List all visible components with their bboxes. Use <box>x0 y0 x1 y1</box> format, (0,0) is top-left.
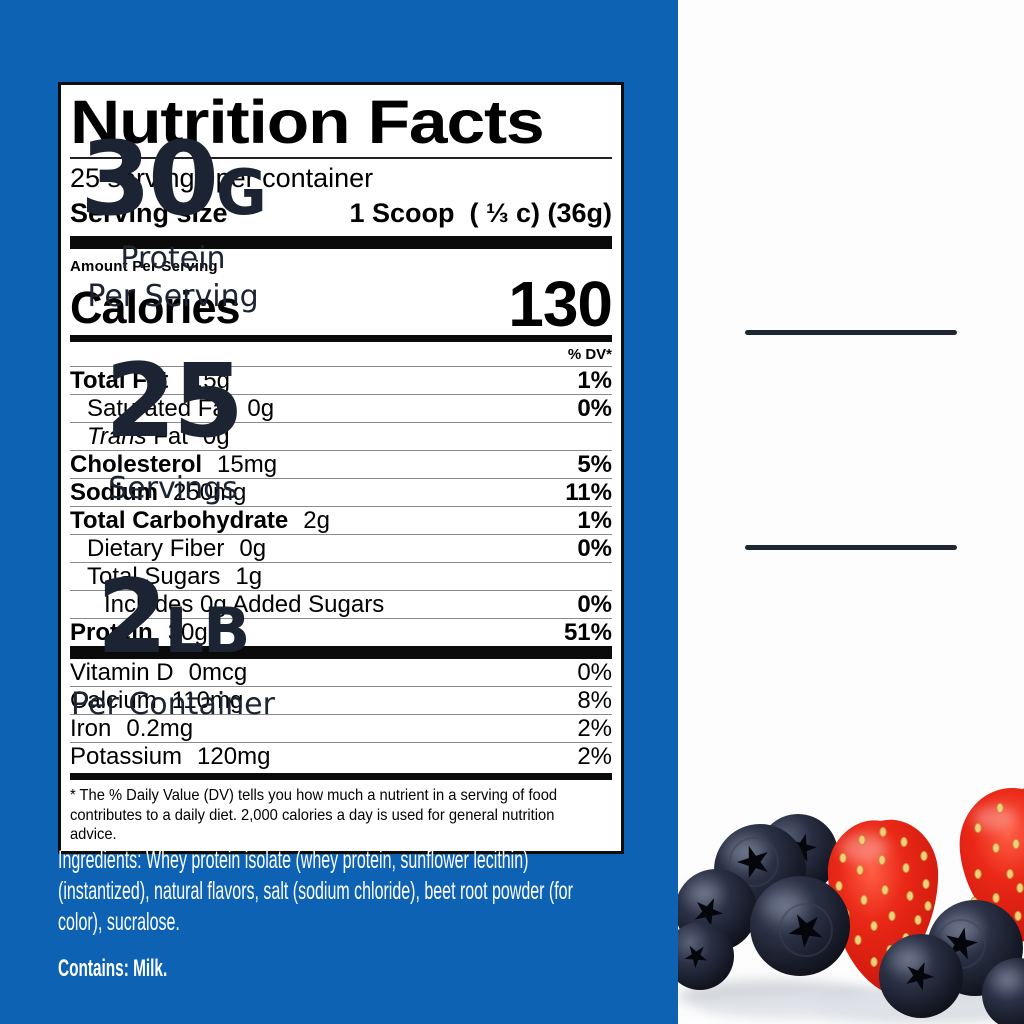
nutrient-row-trans-fat: Trans Fat 0g <box>70 422 612 450</box>
nutrient-dv: 51% <box>563 619 612 646</box>
vitamin-dv: 2% <box>577 715 612 742</box>
vitamin-name: Potassium <box>70 743 183 770</box>
serving-size-row: Serving size 1 Scoop ( ⅓ c) (36g) <box>70 196 612 230</box>
nutrient-dv: 0% <box>577 395 612 422</box>
vitamin-name: Vitamin D <box>70 659 174 686</box>
separator-bar-thick <box>70 236 612 249</box>
nutrient-row-total-fat: Total Fat 0.5g 1% <box>70 366 612 394</box>
stat-divider <box>745 545 957 550</box>
nutrient-row-added-sugars: Includes 0g Added Sugars 0% <box>70 590 612 618</box>
nutrient-row-total-sugars: Total Sugars 1g <box>70 562 612 590</box>
stat-unit: G <box>216 156 267 229</box>
nutrient-dv: 0% <box>577 535 612 562</box>
vitamin-amount: 0.2mg <box>126 715 194 742</box>
nutrient-amount: 0g <box>247 395 275 422</box>
nutrient-dv: 5% <box>577 451 612 478</box>
daily-value-header: % DV* <box>567 346 612 363</box>
nutrient-row-total-carbohydrate: Total Carbohydrate 2g 1% <box>70 506 612 534</box>
vitamin-amount: 0mcg <box>188 659 248 686</box>
vitamin-name: Iron <box>70 715 112 742</box>
nutrition-facts-label: Nutrition Facts 25 servings per containe… <box>58 82 624 854</box>
protein-per-serving-label: Protein Per Serving <box>87 241 259 314</box>
ingredients-section: Ingredients: Whey protein isolate (whey … <box>58 845 672 984</box>
nutrient-dv: 0% <box>577 591 612 618</box>
nutrient-amount: 0g <box>239 535 267 562</box>
nutrient-amount: 0.5g <box>183 367 230 394</box>
nutrition-facts-title: Nutrition Facts <box>70 88 545 156</box>
stat-divider <box>745 330 957 335</box>
nutrient-dv: 1% <box>577 507 612 534</box>
nutrient-amount: 250mg <box>173 479 247 506</box>
nutrient-name: Fat <box>146 423 188 450</box>
container-weight-value: 2LB <box>0 567 346 697</box>
amount-per-serving-label: Amount Per Serving <box>70 258 218 275</box>
nutrient-row-saturated-fat: Saturated Fat 0g 0% <box>70 394 612 422</box>
nutrient-dv: 11% <box>565 479 612 506</box>
stat-unit: LB <box>164 594 251 667</box>
vitamin-row-calcium: Calcium 110mg 8% <box>70 686 612 714</box>
nutrient-amount: 1g <box>235 563 263 590</box>
nutrient-name: Includes 0g Added Sugars <box>104 591 385 618</box>
servings-count-value: 25 <box>0 351 346 481</box>
nutrient-name: Cholesterol <box>70 451 203 478</box>
nutrient-name: Dietary Fiber <box>87 535 225 562</box>
nutrient-name: Sodium <box>70 479 158 506</box>
vitamin-amount: 110mg <box>171 687 244 714</box>
servings-count-label: Servings <box>108 471 238 506</box>
nutrient-dv: 1% <box>577 367 612 394</box>
vitamin-row-vitamin-d: Vitamin D 0mcg 0% <box>70 659 612 686</box>
vitamin-name: Calcium <box>70 687 157 714</box>
serving-size-value: 1 Scoop ( ⅓ c) (36g) <box>349 198 612 228</box>
vitamin-dv: 2% <box>577 743 612 770</box>
nutrient-amount: 2g <box>303 507 330 534</box>
vitamins-section: Vitamin D 0mcg 0% Calcium 110mg 8% Iron 0.2… <box>70 659 612 770</box>
vitamin-amount: 120mg <box>197 743 271 770</box>
stat-value: 30 <box>80 120 219 239</box>
title-rule <box>70 157 612 159</box>
separator-bar-thick <box>70 646 612 659</box>
separator-bar-medium <box>70 773 612 780</box>
nutrient-row-sodium: Sodium 250mg 11% <box>70 478 612 506</box>
nutrient-row-dietary-fiber: Dietary Fiber 0g 0% <box>70 534 612 562</box>
separator-bar-medium <box>70 335 612 342</box>
container-weight-label: Per Container <box>71 687 275 722</box>
servings-per-container: 25 servings per container <box>70 163 374 193</box>
vitamin-row-potassium: Potassium 120mg 2% <box>70 742 612 770</box>
nutrient-name-italic: Trans <box>87 423 147 450</box>
stat-value: 25 <box>105 342 244 461</box>
vitamin-row-iron: Iron 0.2mg 2% <box>70 714 612 742</box>
ingredients-text: Ingredients: Whey protein isolate (whey … <box>58 846 573 936</box>
nutrient-amount: 0g <box>202 423 230 450</box>
protein-per-serving-value: 30G <box>0 129 346 259</box>
nutrient-name: Total Carbohydrate <box>70 507 289 534</box>
nutrient-row-protein: Protein 30g 51% <box>70 618 612 646</box>
nutrient-name: Total Fat <box>70 367 169 394</box>
calories-row: Calories 130 <box>70 268 613 340</box>
contains-text: Contains: Milk. <box>58 955 168 982</box>
calories-label: Calories <box>70 282 241 333</box>
stat-value: 2 <box>96 558 168 677</box>
nutrient-name: Total Sugars <box>87 563 221 590</box>
serving-size-label: Serving size <box>70 198 228 228</box>
nutrient-name: Saturated Fat <box>87 395 233 422</box>
nutrient-row-cholesterol: Cholesterol 15mg 5% <box>70 450 612 478</box>
nutrient-amount: 30g <box>167 619 208 646</box>
berries-image <box>678 787 1024 1024</box>
nutrient-name: Protein <box>70 619 153 646</box>
daily-value-footnote: * The % Daily Value (DV) tells you how m… <box>70 787 558 843</box>
nutrient-amount: 15mg <box>217 451 278 478</box>
vitamin-dv: 8% <box>577 687 612 714</box>
calories-value: 130 <box>508 268 613 340</box>
vitamin-dv: 0% <box>577 659 612 686</box>
